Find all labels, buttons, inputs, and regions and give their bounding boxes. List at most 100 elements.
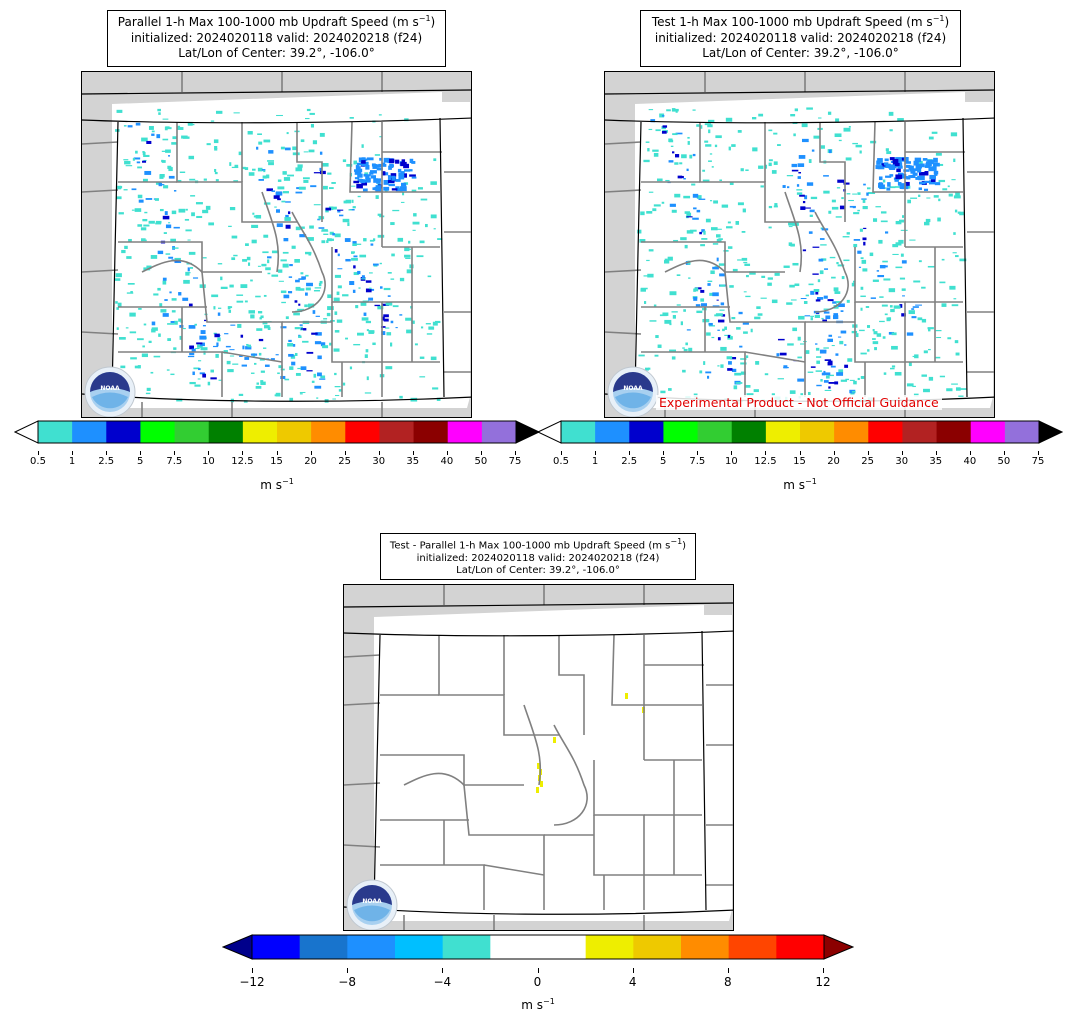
updraft-cell bbox=[302, 340, 309, 343]
updraft-cell bbox=[672, 133, 678, 136]
updraft-cell bbox=[361, 275, 365, 279]
colorbar-segment bbox=[252, 935, 301, 959]
updraft-cell bbox=[806, 182, 814, 186]
updraft-cell bbox=[142, 151, 145, 153]
updraft-cell bbox=[178, 292, 182, 296]
updraft-cell bbox=[807, 371, 814, 373]
updraft-cell bbox=[779, 352, 787, 356]
updraft-cell bbox=[760, 185, 764, 188]
updraft-cell bbox=[901, 288, 906, 291]
colorbar-segment bbox=[490, 935, 539, 959]
updraft-cell bbox=[883, 162, 889, 166]
updraft-cell bbox=[671, 311, 678, 313]
updraft-cell bbox=[738, 311, 743, 315]
updraft-cell bbox=[853, 380, 857, 385]
updraft-cell bbox=[885, 148, 889, 152]
updraft-cell bbox=[345, 199, 351, 204]
updraft-cell bbox=[804, 195, 808, 200]
updraft-cell bbox=[653, 204, 661, 207]
updraft-cell bbox=[206, 143, 211, 146]
updraft-cell bbox=[168, 155, 171, 157]
updraft-cell bbox=[342, 159, 347, 163]
updraft-cell bbox=[146, 265, 152, 270]
updraft-cell bbox=[746, 393, 754, 396]
updraft-cell bbox=[925, 218, 931, 223]
updraft-cell bbox=[810, 366, 816, 368]
updraft-cell bbox=[811, 149, 815, 152]
updraft-cell bbox=[365, 349, 369, 353]
updraft-cell bbox=[142, 151, 146, 156]
updraft-cell bbox=[173, 190, 177, 192]
updraft-cell bbox=[805, 350, 810, 354]
updraft-cell bbox=[295, 226, 301, 231]
updraft-cell bbox=[860, 295, 866, 298]
updraft-cell bbox=[858, 266, 862, 268]
updraft-cell bbox=[805, 294, 809, 297]
updraft-cell bbox=[207, 381, 211, 386]
updraft-cell bbox=[365, 177, 371, 183]
updraft-cell bbox=[923, 388, 930, 393]
updraft-cell bbox=[782, 185, 786, 188]
updraft-cell bbox=[390, 342, 393, 347]
updraft-cell bbox=[287, 211, 291, 215]
updraft-cell bbox=[399, 277, 405, 282]
colorbar-tick-mark bbox=[38, 451, 39, 455]
updraft-cell bbox=[661, 115, 665, 117]
updraft-cell bbox=[959, 258, 967, 262]
model-domain bbox=[374, 605, 732, 921]
updraft-cell bbox=[693, 207, 697, 210]
updraft-cell bbox=[708, 160, 712, 162]
panel-title-parallel: Parallel 1-h Max 100-1000 mb Updraft Spe… bbox=[107, 10, 446, 67]
title-line2: initialized: 2024020118 valid: 202402021… bbox=[654, 30, 947, 45]
updraft-cell bbox=[664, 258, 668, 263]
updraft-cell bbox=[755, 361, 760, 365]
updraft-cell bbox=[155, 220, 162, 224]
updraft-cell bbox=[719, 273, 726, 277]
updraft-cell bbox=[908, 175, 913, 178]
updraft-cell bbox=[930, 178, 936, 182]
model-domain bbox=[112, 92, 470, 408]
updraft-cell bbox=[192, 371, 195, 376]
colorbar-tick-mark bbox=[823, 968, 824, 973]
updraft-cell bbox=[199, 372, 205, 375]
updraft-cell bbox=[680, 237, 687, 241]
updraft-cell bbox=[735, 382, 743, 384]
colorbar-tick-mark bbox=[310, 451, 312, 455]
updraft-cell bbox=[383, 186, 390, 191]
updraft-cell bbox=[157, 108, 161, 112]
updraft-cell bbox=[244, 300, 248, 303]
updraft-cell bbox=[907, 199, 912, 204]
updraft-cell bbox=[365, 164, 370, 170]
updraft-cell bbox=[789, 284, 795, 288]
updraft-cell bbox=[833, 313, 839, 317]
colorbar-segment bbox=[936, 421, 972, 443]
updraft-cell bbox=[882, 179, 886, 183]
updraft-cell bbox=[328, 187, 334, 190]
colorbar-outline bbox=[37, 420, 517, 444]
colorbar-tick-label: 30 bbox=[895, 456, 909, 467]
updraft-cell bbox=[392, 209, 400, 212]
updraft-cell bbox=[218, 379, 222, 381]
updraft-cell bbox=[383, 287, 391, 291]
updraft-cell bbox=[368, 272, 373, 274]
updraft-cell bbox=[949, 285, 956, 290]
colorbar-segment bbox=[834, 421, 869, 443]
updraft-cell bbox=[831, 199, 836, 203]
updraft-cell bbox=[318, 227, 325, 229]
updraft-cell bbox=[845, 157, 852, 161]
updraft-cell bbox=[866, 325, 871, 328]
updraft-cell bbox=[309, 112, 315, 115]
updraft-cell bbox=[680, 321, 683, 326]
updraft-cell bbox=[312, 140, 318, 145]
updraft-cell bbox=[391, 188, 398, 191]
colorbar-segment bbox=[447, 421, 483, 443]
updraft-cell bbox=[881, 304, 888, 307]
updraft-cell bbox=[339, 214, 344, 217]
updraft-cell bbox=[743, 261, 748, 264]
updraft-cell bbox=[890, 308, 895, 313]
updraft-cell bbox=[405, 317, 412, 321]
updraft-cell bbox=[275, 392, 281, 397]
colorbar-tick-label: 0 bbox=[533, 975, 542, 989]
updraft-cell bbox=[955, 255, 959, 258]
updraft-cell bbox=[825, 315, 831, 320]
